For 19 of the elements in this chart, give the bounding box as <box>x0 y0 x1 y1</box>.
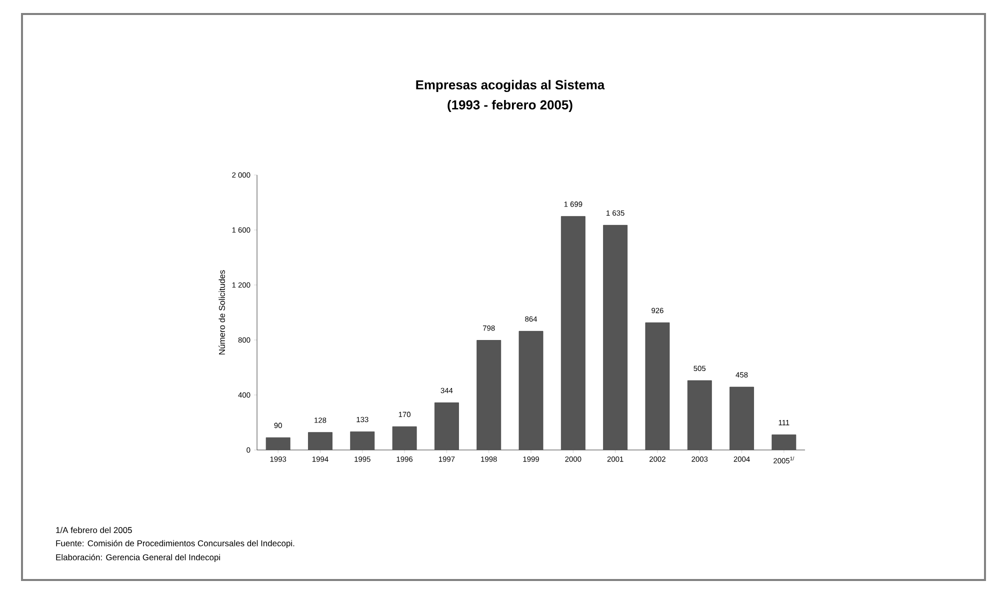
bar <box>392 426 417 450</box>
bar <box>730 386 754 450</box>
chart-title: Empresas acogidas al Sistema <box>416 80 605 92</box>
chart-subtitle: (1993 - febrero 2005) <box>448 100 572 112</box>
text: Elaboración: Gerencia General del Indecopi <box>56 554 220 562</box>
bar <box>772 434 796 450</box>
text: 1/A febrero del 2005 <box>56 526 132 534</box>
bar <box>687 380 712 450</box>
bar <box>476 340 502 450</box>
bar <box>434 402 459 450</box>
bar <box>350 431 375 450</box>
source-note: Fuente: Comisión de Procedimientos Concursales del Indecopi. <box>56 540 294 548</box>
y-axis-title: Número de Solicitudes <box>218 270 225 354</box>
bar <box>518 330 544 450</box>
bar <box>645 322 670 450</box>
bar <box>560 216 586 450</box>
bar <box>266 438 290 450</box>
bar <box>308 432 332 450</box>
bar <box>603 224 628 450</box>
